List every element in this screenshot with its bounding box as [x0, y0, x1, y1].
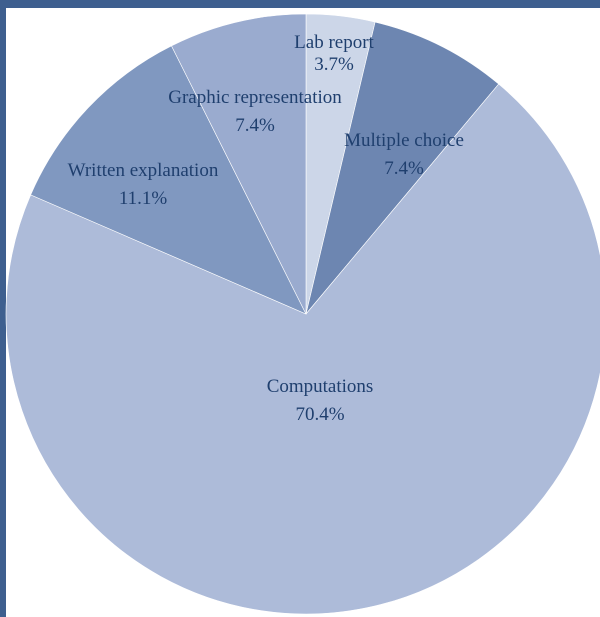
pie-slice-multiple-choice	[305, 21, 500, 315]
pie-slices	[5, 13, 600, 615]
slice-percent-label: 3.7%	[314, 54, 354, 75]
slice-category-label: Computations	[267, 376, 374, 397]
slice-category-label: Graphic representation	[168, 87, 342, 108]
slice-percent-label: 70.4%	[295, 404, 344, 425]
slice-percent-label: 7.4%	[235, 115, 275, 136]
slice-percent-label: 11.1%	[119, 188, 168, 209]
slice-category-label: Multiple choice	[344, 130, 464, 151]
pie-slice-written-explanation	[30, 45, 307, 315]
slice-percent-label: 7.4%	[384, 158, 424, 179]
pie-slice-graphic-representation	[171, 13, 307, 315]
slice-category-label: Written explanation	[68, 160, 219, 181]
slice-category-label: Lab report	[294, 32, 374, 53]
pie-slice-computations	[5, 83, 600, 615]
